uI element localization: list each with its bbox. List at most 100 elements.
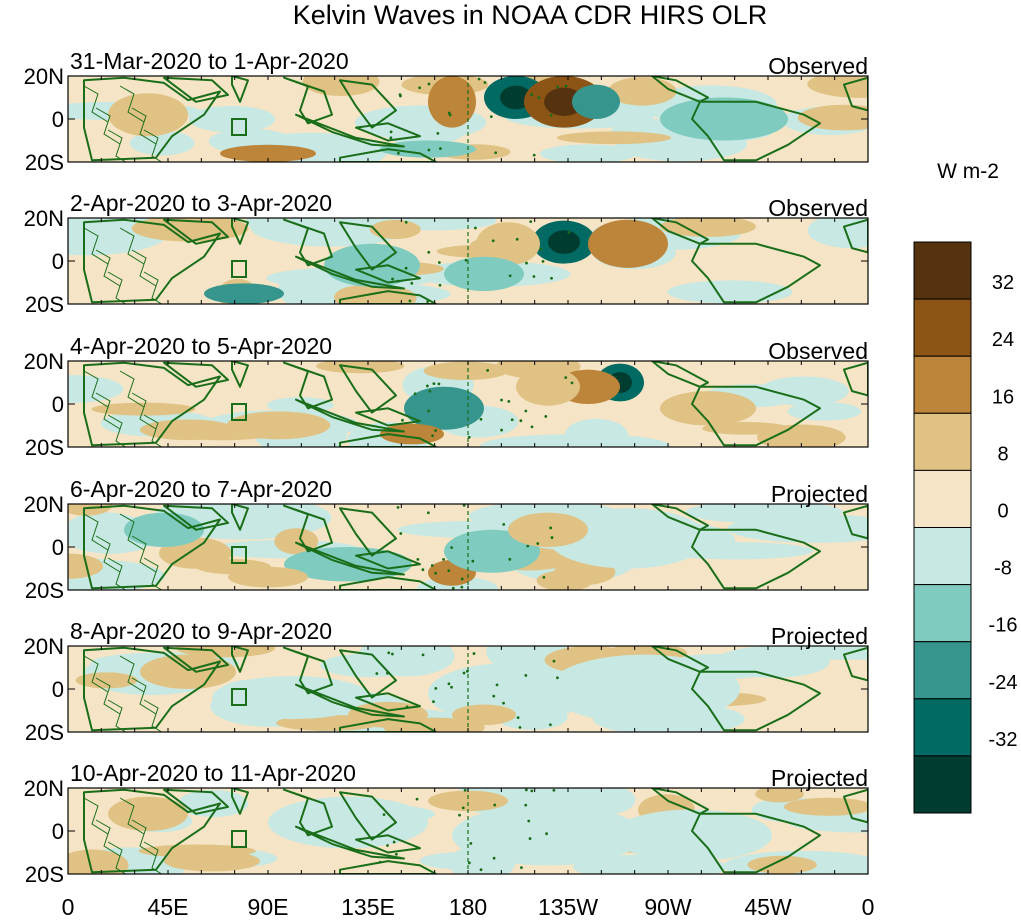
coastline — [163, 646, 229, 673]
island-marker — [525, 261, 528, 265]
y-tick-label: 20N — [24, 776, 64, 801]
island-marker — [437, 261, 441, 264]
y-tick-label: 0 — [52, 535, 64, 560]
island-marker — [550, 536, 554, 539]
coastline — [339, 576, 437, 590]
x-tick-label: 90W — [644, 894, 692, 920]
country-border — [83, 227, 109, 265]
island-marker — [515, 237, 519, 241]
island-marker — [387, 651, 391, 655]
island-marker — [442, 557, 445, 561]
colorbar-swatch — [913, 469, 972, 528]
country-border — [143, 414, 163, 447]
island-marker — [528, 837, 532, 840]
panel-status: Observed — [768, 53, 868, 79]
coastline — [339, 507, 397, 557]
island-marker — [450, 685, 453, 689]
coastline — [163, 504, 229, 531]
panel-status: Projected — [771, 623, 868, 649]
island-marker — [447, 682, 451, 686]
island-marker — [539, 247, 543, 251]
colorbar-tick-label: 16 — [992, 386, 1014, 408]
coastline — [691, 812, 821, 874]
anomaly-contour — [124, 512, 204, 547]
region-box — [231, 688, 247, 706]
island-marker — [536, 542, 540, 545]
island-marker — [524, 674, 528, 677]
y-tick-label: 20S — [25, 862, 64, 887]
anomaly-contour — [108, 796, 188, 831]
anomaly-contour — [807, 218, 868, 249]
region-box — [231, 830, 247, 848]
island-marker — [426, 300, 430, 304]
island-marker — [494, 151, 498, 155]
anomaly-contour — [68, 553, 104, 579]
country-border — [107, 271, 127, 304]
coastlines — [83, 788, 868, 874]
anomaly-contour — [588, 219, 668, 268]
island-marker — [375, 672, 379, 675]
island-marker — [415, 797, 419, 801]
anomaly-contour — [164, 850, 260, 872]
y-tick-label: 20N — [24, 634, 64, 659]
island-marker — [500, 428, 503, 432]
country-border — [131, 535, 157, 573]
anomaly-contour — [496, 433, 671, 447]
coastline — [295, 683, 405, 718]
anomaly-contour — [452, 805, 644, 866]
coastline — [339, 433, 437, 447]
island-marker — [410, 281, 414, 285]
coastline — [295, 255, 405, 290]
island-marker — [390, 652, 394, 656]
island-marker — [405, 705, 409, 709]
coastline — [651, 788, 709, 815]
island-marker — [391, 277, 394, 281]
y-tick-label: 20S — [25, 435, 64, 460]
island-marker — [389, 130, 393, 134]
panel-date-range: 31-Mar-2020 to 1-Apr-2020 — [70, 48, 349, 74]
island-marker — [495, 683, 499, 687]
anomaly-contour — [404, 386, 484, 430]
island-marker — [427, 250, 431, 254]
country-border — [83, 797, 109, 835]
anomaly-contour — [747, 855, 817, 874]
map-panel: 20N 0 20S 8-Apr-2020 to 9-Apr-2020 Projected — [24, 618, 869, 745]
coastline — [295, 825, 405, 860]
coastline — [231, 218, 249, 245]
coastline — [163, 788, 229, 815]
region-box — [231, 546, 247, 564]
island-marker — [570, 381, 574, 385]
panel-date-range: 10-Apr-2020 to 11-Apr-2020 — [70, 760, 356, 786]
island-marker — [437, 382, 441, 386]
island-marker — [434, 429, 437, 432]
anomaly-contour — [369, 219, 421, 240]
coastline — [355, 834, 421, 854]
y-tick-label: 0 — [52, 249, 64, 274]
country-border — [143, 841, 163, 874]
island-marker — [460, 585, 464, 589]
island-marker — [493, 803, 497, 807]
island-marker — [425, 384, 429, 388]
country-border — [107, 699, 127, 732]
colorbar-swatch — [913, 355, 972, 414]
colorbar-swatch — [913, 755, 972, 814]
map-panels: 20N 0 20S 31-Mar-2020 to 1-Apr-2020 Observed… — [24, 48, 869, 887]
anomaly-contour — [226, 411, 331, 440]
anomaly-contour — [727, 514, 868, 543]
coastline — [355, 692, 421, 712]
island-marker — [416, 557, 420, 561]
island-marker — [491, 239, 495, 243]
island-marker — [507, 400, 511, 403]
island-marker — [396, 279, 400, 283]
island-marker — [530, 93, 534, 96]
coastline — [339, 148, 437, 162]
anomaly-contour — [500, 85, 532, 110]
panel-status: Observed — [768, 195, 868, 221]
country-border — [143, 557, 163, 590]
colorbar-tick-label: -16 — [989, 615, 1018, 637]
island-marker — [462, 671, 466, 675]
country-border — [119, 370, 145, 408]
anomaly-contour — [556, 131, 672, 145]
country-border — [143, 129, 163, 162]
